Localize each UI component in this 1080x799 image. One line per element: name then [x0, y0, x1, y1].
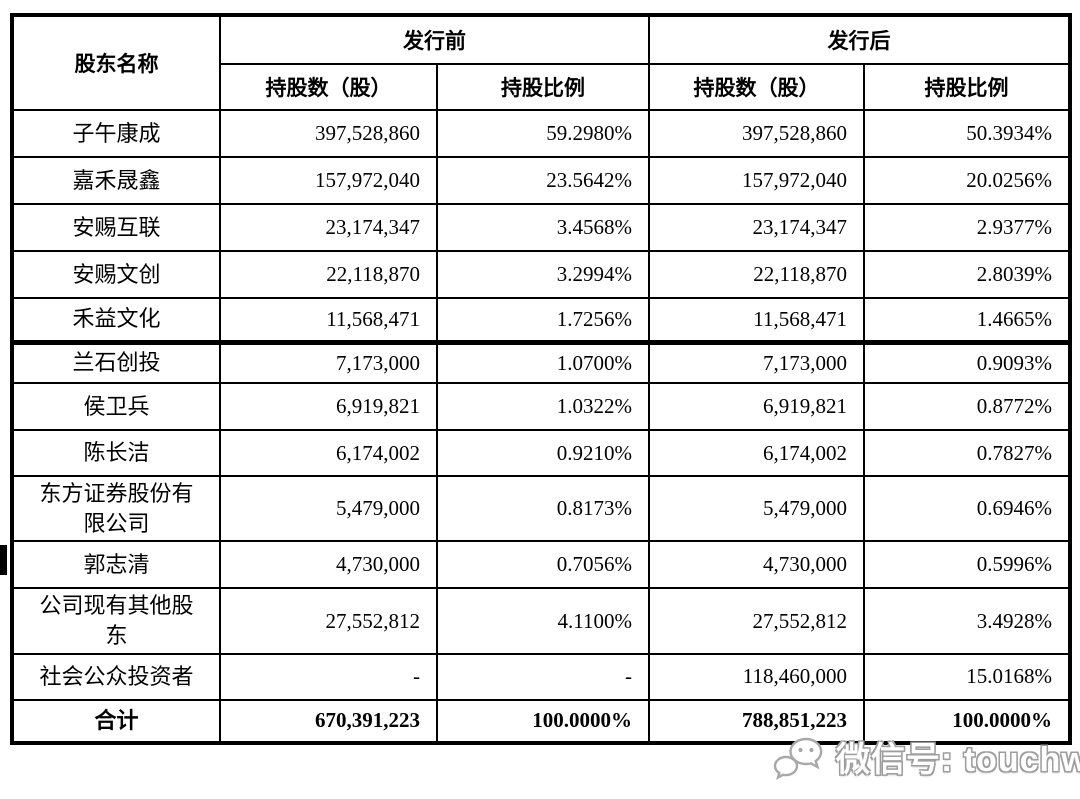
post-shares-cell: 27,552,812: [648, 587, 865, 655]
watermark: 微信号: touchweb: [772, 731, 1080, 781]
pre-ratio-cell: 1.0700%: [436, 341, 650, 384]
table-row: 社会公众投资者 - - 118,460,000 15.0168%: [11, 652, 1071, 701]
table-row: 禾益文化 11,568,471 1.7256% 11,568,471 1.466…: [11, 297, 1071, 345]
post-ratio-cell: 20.0256%: [863, 156, 1071, 205]
shareholder-name-cell: 郭志清: [11, 540, 221, 590]
shareholder-name-cell: 侯卫兵: [11, 382, 221, 431]
pre-shares-cell: -: [219, 652, 438, 701]
shareholder-name-cell: 子午康成: [11, 109, 221, 158]
post-shares-cell: 23,174,347: [648, 203, 865, 252]
table-row: 安赐互联 23,174,347 3.4568% 23,174,347 2.937…: [11, 203, 1071, 252]
header-post-ratio: 持股比例: [863, 63, 1071, 111]
pre-ratio-cell: 4.1100%: [436, 587, 650, 655]
shareholder-name-cell: 嘉禾晟鑫: [11, 156, 221, 205]
post-ratio-cell: 0.6946%: [863, 474, 1071, 543]
wechat-icon: [773, 737, 823, 780]
pre-shares-cell: 11,568,471: [219, 297, 438, 345]
pre-ratio-cell: 0.9210%: [436, 429, 650, 477]
shareholder-table: 股东名称 发行前 发行后 持股数（股） 持股比例 持股数（股） 持股比例 子午康…: [10, 13, 1072, 745]
table-row: 东方证券股份有限公司 5,479,000 0.8173% 5,479,000 0…: [11, 474, 1071, 543]
scan-artifact-mark: [0, 545, 7, 575]
total-pre-shares-cell: 670,391,223: [219, 698, 438, 745]
pre-shares-cell: 5,479,000: [219, 474, 438, 543]
pre-ratio-cell: 59.2980%: [436, 109, 650, 158]
pre-ratio-cell: 23.5642%: [436, 156, 650, 205]
table-row: 安赐文创 22,118,870 3.2994% 22,118,870 2.803…: [11, 250, 1071, 299]
total-pre-ratio-cell: 100.0000%: [436, 698, 650, 745]
post-ratio-cell: 50.3934%: [863, 109, 1071, 158]
post-ratio-cell: 15.0168%: [863, 652, 1071, 701]
header-pre-ratio: 持股比例: [436, 63, 650, 111]
post-shares-cell: 6,174,002: [648, 429, 865, 477]
post-ratio-cell: 3.4928%: [863, 587, 1071, 655]
table-header-row-groups: 股东名称 发行前 发行后: [11, 14, 1071, 111]
pre-shares-cell: 22,118,870: [219, 250, 438, 299]
post-ratio-cell: 0.8772%: [863, 382, 1071, 431]
post-shares-cell: 5,479,000: [648, 474, 865, 543]
pre-ratio-cell: 0.7056%: [436, 540, 650, 590]
post-shares-cell: 22,118,870: [648, 250, 865, 299]
post-shares-cell: 4,730,000: [648, 540, 865, 590]
pre-shares-cell: 157,972,040: [219, 156, 438, 205]
post-ratio-cell: 0.9093%: [863, 341, 1071, 384]
shareholder-name-cell: 陈长洁: [11, 429, 221, 477]
table-row: 公司现有其他股东 27,552,812 4.1100% 27,552,812 3…: [11, 587, 1071, 655]
post-ratio-cell: 0.7827%: [863, 429, 1071, 477]
header-pre-shares: 持股数（股）: [219, 63, 438, 111]
post-shares-cell: 118,460,000: [648, 652, 865, 701]
shareholder-name-cell: 东方证券股份有限公司: [11, 474, 221, 543]
pre-ratio-cell: 1.0322%: [436, 382, 650, 431]
pre-shares-cell: 4,730,000: [219, 540, 438, 590]
table-row: 侯卫兵 6,919,821 1.0322% 6,919,821 0.8772%: [11, 382, 1071, 431]
pre-shares-cell: 7,173,000: [219, 341, 438, 384]
table-row: 嘉禾晟鑫 157,972,040 23.5642% 157,972,040 20…: [11, 156, 1071, 205]
post-ratio-cell: 0.5996%: [863, 540, 1071, 590]
pre-shares-cell: 6,919,821: [219, 382, 438, 431]
post-ratio-cell: 2.8039%: [863, 250, 1071, 299]
watermark-text: 微信号: touchweb: [836, 740, 1080, 779]
post-ratio-cell: 1.4665%: [863, 297, 1071, 345]
post-shares-cell: 157,972,040: [648, 156, 865, 205]
header-post-issue: 发行后: [648, 14, 1071, 65]
shareholder-name-cell: 禾益文化: [11, 297, 221, 345]
total-post-shares-cell: 788,851,223: [648, 698, 865, 745]
pre-shares-cell: 6,174,002: [219, 429, 438, 477]
post-ratio-cell: 2.9377%: [863, 203, 1071, 252]
table-row: 兰石创投 7,173,000 1.0700% 7,173,000 0.9093%: [11, 341, 1071, 384]
pre-shares-cell: 27,552,812: [219, 587, 438, 655]
header-post-shares: 持股数（股）: [648, 63, 865, 111]
header-shareholder-name: 股东名称: [11, 14, 221, 111]
shareholder-name-cell: 公司现有其他股东: [11, 587, 221, 655]
post-shares-cell: 6,919,821: [648, 382, 865, 431]
post-shares-cell: 397,528,860: [648, 109, 865, 158]
header-pre-issue: 发行前: [219, 14, 650, 65]
total-label-cell: 合计: [11, 698, 221, 745]
shareholder-name-cell: 兰石创投: [11, 341, 221, 384]
post-shares-cell: 11,568,471: [648, 297, 865, 345]
pre-shares-cell: 23,174,347: [219, 203, 438, 252]
shareholder-name-cell: 安赐文创: [11, 250, 221, 299]
pre-ratio-cell: -: [436, 652, 650, 701]
total-post-ratio-cell: 100.0000%: [863, 698, 1071, 745]
pre-shares-cell: 397,528,860: [219, 109, 438, 158]
table-total-row: 合计 670,391,223 100.0000% 788,851,223 100…: [11, 698, 1071, 745]
table-header-row-columns: 持股数（股） 持股比例 持股数（股） 持股比例: [12, 63, 1071, 111]
table-row: 陈长洁 6,174,002 0.9210% 6,174,002 0.7827%: [11, 429, 1071, 477]
shareholder-name-cell: 社会公众投资者: [11, 652, 221, 701]
pre-ratio-cell: 3.2994%: [436, 250, 650, 299]
post-shares-cell: 7,173,000: [648, 341, 865, 384]
table-row: 子午康成 397,528,860 59.2980% 397,528,860 50…: [11, 109, 1071, 158]
pre-ratio-cell: 1.7256%: [436, 297, 650, 345]
pre-ratio-cell: 3.4568%: [436, 203, 650, 252]
shareholder-name-cell: 安赐互联: [11, 203, 221, 252]
pre-ratio-cell: 0.8173%: [436, 474, 650, 543]
table-row: 郭志清 4,730,000 0.7056% 4,730,000 0.5996%: [11, 540, 1071, 590]
